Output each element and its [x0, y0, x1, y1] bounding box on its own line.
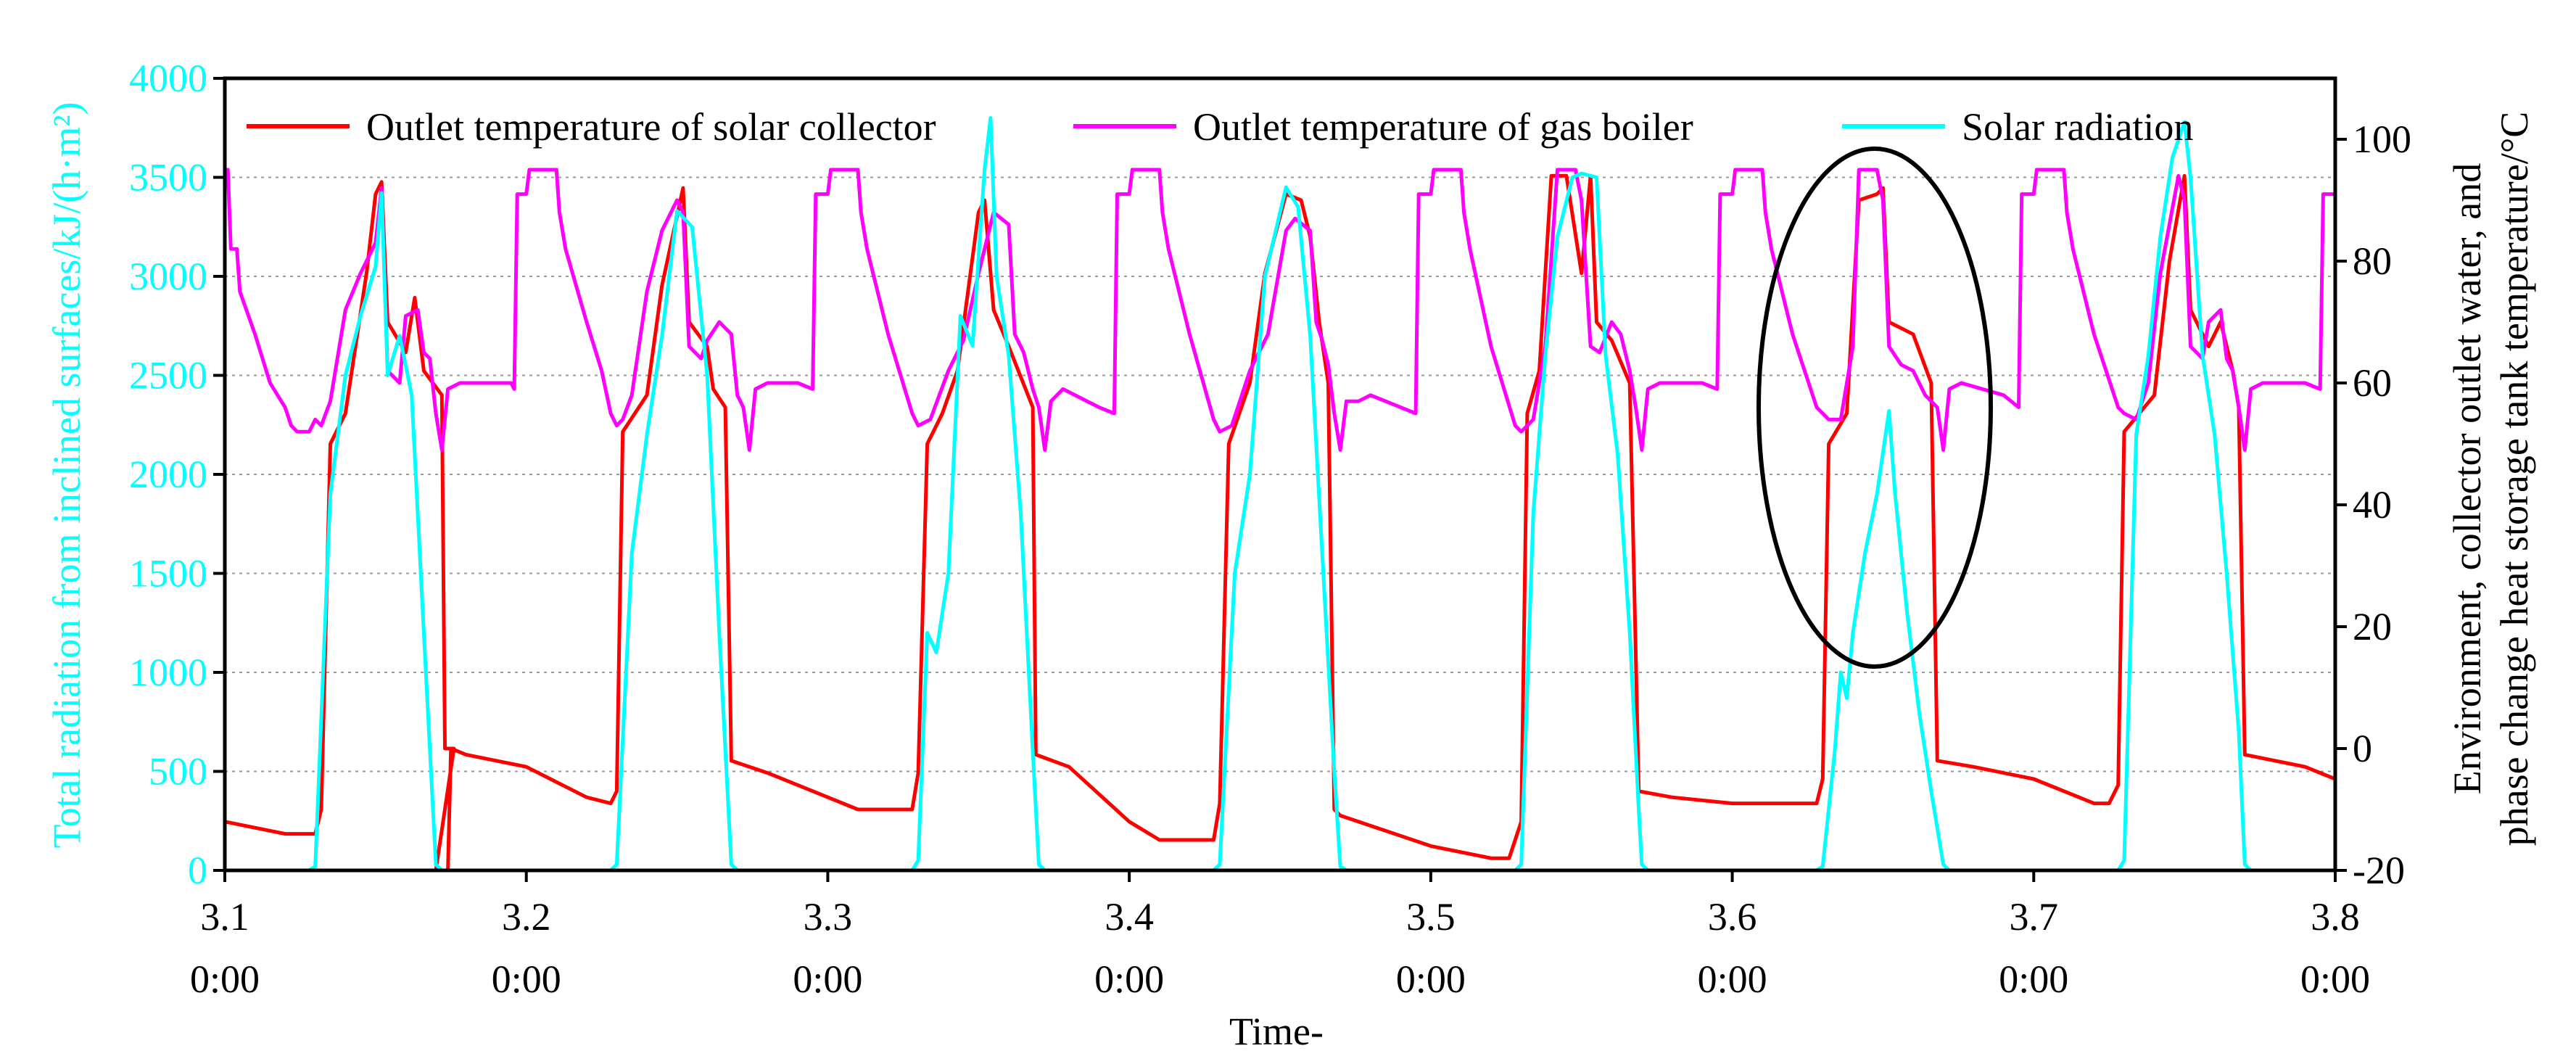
y-axis-title-right-line1: Environment, collector outlet water, and [2445, 163, 2489, 795]
y-tick-label-left: 0 [188, 849, 207, 892]
x-tick-label: 3.2 [502, 895, 551, 939]
y-tick-label-right: 60 [2353, 361, 2392, 405]
x-tick-label-time: 0:00 [190, 957, 260, 1001]
x-tick-label-time: 0:00 [1698, 957, 1767, 1001]
x-tick-label-time: 0:00 [1999, 957, 2068, 1001]
x-axis-title: Time- [1229, 1010, 1324, 1051]
y-tick-label-left: 2000 [129, 453, 207, 496]
x-tick-label-time: 0:00 [2300, 957, 2370, 1001]
x-tick-label: 3.8 [2311, 895, 2360, 939]
x-tick-label: 3.6 [1708, 895, 1757, 939]
y-tick-label-left: 1000 [129, 651, 207, 694]
y-tick-label-left: 500 [149, 750, 207, 794]
x-tick-label-time: 0:00 [1396, 957, 1466, 1001]
series-line-0 [224, 173, 2336, 873]
y-tick-label-left: 3500 [129, 156, 207, 199]
y-tick-label-left: 1500 [129, 552, 207, 595]
y-axis-title-left: Total radiation from inclined surfaces/k… [45, 102, 88, 848]
legend-label-boiler: Outlet temperature of gas boiler [1193, 105, 1693, 149]
x-tick-label: 3.4 [1105, 895, 1154, 939]
x-tick-label: 3.5 [1406, 895, 1456, 939]
y-tick-label-left: 2500 [129, 354, 207, 397]
x-tick-label-time: 0:00 [492, 957, 561, 1001]
series-group [224, 116, 2336, 873]
y-tick-label-right: 20 [2353, 605, 2392, 648]
y-tick-label-right: 80 [2353, 239, 2392, 283]
highlight-ellipse [1756, 147, 1993, 669]
x-tick-label-time: 0:00 [793, 957, 862, 1001]
legend-label-collector: Outlet temperature of solar collector [366, 105, 936, 149]
x-tick-label-time: 0:00 [1094, 957, 1164, 1001]
y-tick-label-right: 100 [2353, 118, 2411, 161]
y-tick-label-left: 3000 [129, 255, 207, 298]
legend-label-radiation: Solar radiation [1962, 105, 2193, 149]
series-line-2 [225, 116, 2335, 873]
legend: Outlet temperature of solar collector Ou… [247, 105, 2193, 149]
y-tick-label-right: -20 [2353, 849, 2405, 892]
x-tick-label: 3.7 [2010, 895, 2059, 939]
y-tick-label-left: 4000 [129, 57, 207, 100]
x-tick-label: 3.3 [804, 895, 853, 939]
y-tick-label-right: 0 [2353, 727, 2372, 770]
y-tick-label-right: 40 [2353, 483, 2392, 527]
y-axis-title-right-line2: phase change heat storage tank temperatu… [2493, 112, 2536, 846]
axis-ticks: 0 500 1000 1500 2000 2500 3000 3500 4000 -20 0 20 40… [129, 57, 2411, 1001]
series-line-1 [225, 168, 2335, 452]
x-tick-label: 3.1 [200, 895, 249, 939]
